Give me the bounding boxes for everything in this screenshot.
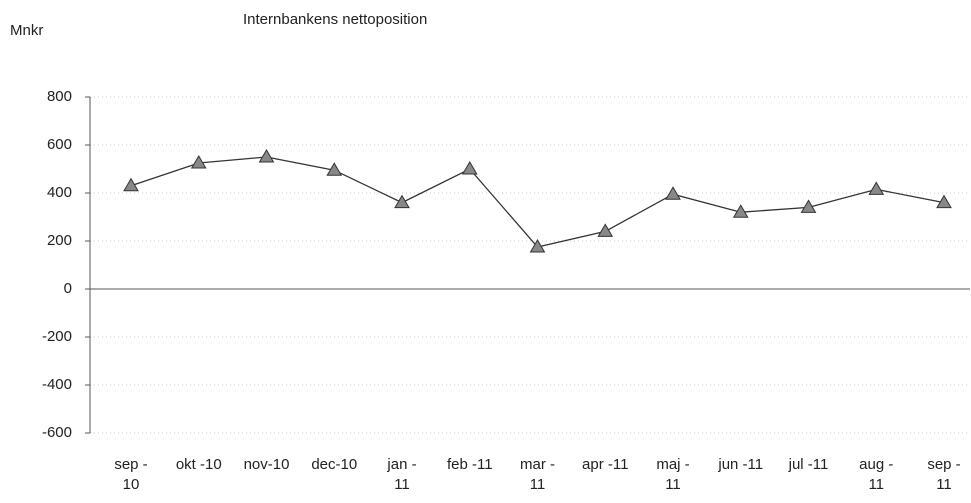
marker	[868, 181, 885, 195]
marker	[800, 199, 817, 213]
x-tick-label: jun -11	[718, 456, 764, 473]
y-tick-label: 800	[47, 88, 72, 105]
x-tick-label: jan - 11	[387, 456, 417, 493]
marker	[461, 161, 478, 175]
y-axis-label: Mnkr	[10, 22, 43, 39]
x-tick-label: nov-10	[243, 456, 290, 473]
x-tick-label: sep - 10	[114, 456, 148, 493]
line	[130, 156, 945, 248]
marker	[326, 162, 343, 176]
x-tick-label: apr -11	[582, 456, 629, 473]
x-tick-label: aug - 11	[859, 456, 894, 493]
x-tick-label: jul -11	[788, 456, 829, 473]
marker	[529, 239, 546, 253]
chart-title: Internbankens nettoposition	[243, 11, 427, 28]
marker	[732, 204, 749, 218]
y-tick-label: -400	[42, 376, 72, 393]
x-tick-label: sep - 11	[927, 456, 961, 493]
marker	[597, 223, 614, 237]
y-tick-label: 600	[47, 136, 72, 153]
x-tick-label: dec-10	[311, 456, 358, 473]
x-tick-label: mar - 11	[520, 456, 555, 493]
marker	[190, 155, 207, 169]
y-tick-label: -600	[42, 424, 72, 441]
x-tick-label: okt -10	[175, 456, 222, 473]
y-tick-label: -200	[42, 328, 72, 345]
marker	[258, 149, 275, 163]
marker	[123, 177, 139, 192]
x-tick-label: feb -11	[446, 456, 493, 473]
y-tick-label: 0	[64, 280, 72, 297]
x-tick-label: maj - 11	[656, 456, 690, 493]
marker	[394, 194, 410, 209]
marker	[665, 186, 681, 200]
y-tick-label: 200	[47, 232, 72, 249]
y-tick-label: 400	[47, 184, 72, 201]
marker	[936, 194, 952, 209]
